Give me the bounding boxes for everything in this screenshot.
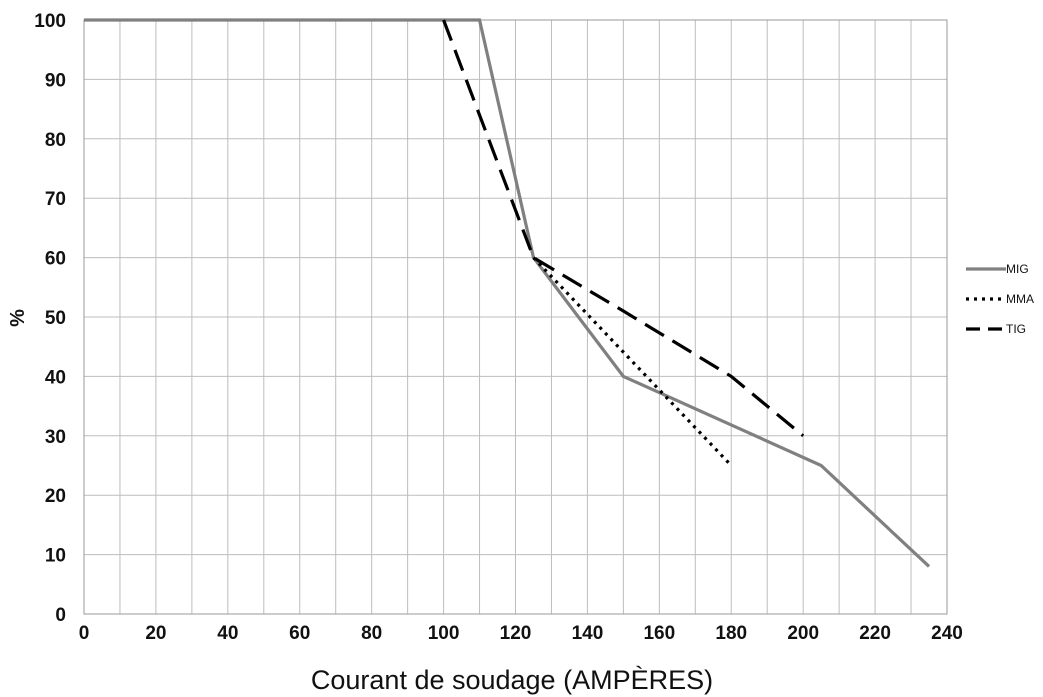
- y-tick-label: 0: [55, 605, 66, 626]
- x-tick-label: 180: [715, 623, 747, 644]
- y-tick-label: 10: [45, 546, 66, 567]
- y-tick-label: 60: [45, 249, 66, 270]
- y-tick-label: 50: [45, 308, 66, 329]
- y-axis-label: %: [7, 309, 29, 327]
- x-tick-label: 200: [787, 623, 819, 644]
- x-tick-label: 160: [643, 623, 675, 644]
- x-tick-label: 100: [428, 623, 460, 644]
- tick-labels: 0 20 40 60 80 100 120 140 160 180 200 220 240 0 10 20 30…: [34, 11, 963, 644]
- legend-label: MIG: [1006, 262, 1029, 276]
- x-tick-label: 240: [931, 623, 963, 644]
- y-tick-label: 20: [45, 486, 66, 507]
- x-tick-label: 220: [859, 623, 891, 644]
- x-tick-label: 140: [572, 623, 604, 644]
- x-tick-label: 40: [217, 623, 238, 644]
- x-tick-label: 60: [289, 623, 310, 644]
- y-tick-label: 40: [45, 367, 66, 388]
- grid: [83, 19, 948, 615]
- x-axis-label: Courant de soudage (AMPÈRES): [311, 665, 713, 695]
- x-tick-label: 80: [361, 623, 382, 644]
- y-tick-label: 100: [34, 11, 66, 32]
- y-tick-label: 70: [45, 189, 66, 210]
- x-tick-label: 0: [79, 623, 90, 644]
- legend-label: TIG: [1006, 322, 1026, 336]
- plot-border: [83, 19, 948, 615]
- series-lines: [84, 18, 931, 568]
- series-line-mma: [532, 256, 733, 467]
- y-tick-label: 90: [45, 70, 66, 91]
- y-tick-label: 30: [45, 427, 66, 448]
- y-tick-label: 80: [45, 130, 66, 151]
- legend: MIG MMA TIG: [966, 262, 1034, 336]
- legend-label: MMA: [1006, 292, 1034, 306]
- series-line-mig: [84, 18, 931, 568]
- series-line-tig: [442, 19, 805, 438]
- x-tick-label: 120: [500, 623, 532, 644]
- x-tick-label: 20: [145, 623, 166, 644]
